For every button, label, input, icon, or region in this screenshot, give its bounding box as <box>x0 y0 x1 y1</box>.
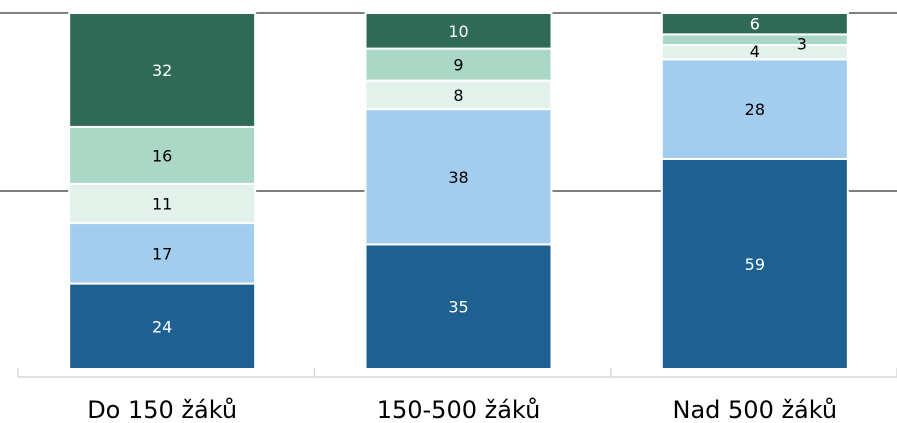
data-label: 35 <box>448 298 468 317</box>
bar-segment <box>68 182 257 225</box>
bar-segment <box>364 12 553 50</box>
x-tick-label: 150-500 žáků <box>377 396 541 423</box>
bar-segment <box>660 12 849 36</box>
data-label: 4 <box>750 42 760 61</box>
data-label: 17 <box>152 244 172 263</box>
bar-segment <box>364 47 553 82</box>
data-label: 3 <box>797 34 807 53</box>
bars <box>68 12 849 370</box>
x-axis: Do 150 žáků 150-500 žáků Nad 500 žáků <box>17 368 897 423</box>
x-tick-label: Nad 500 žáků <box>673 396 838 423</box>
data-label: 59 <box>745 255 765 274</box>
x-tick-label: Do 150 žáků <box>87 396 237 423</box>
data-label: 32 <box>152 61 172 80</box>
data-label: 38 <box>448 168 468 187</box>
data-label: 8 <box>453 86 463 105</box>
data-label: 10 <box>448 22 468 41</box>
data-label: 9 <box>453 56 463 75</box>
bar-segment <box>364 108 553 246</box>
data-label: 11 <box>152 194 172 213</box>
data-label: 24 <box>152 317 172 336</box>
bar-segment <box>364 243 553 370</box>
data-labels: 24 17 11 16 32 35 38 8 9 10 59 28 4 3 6 <box>152 15 807 337</box>
data-label: 16 <box>152 146 172 165</box>
data-label: 28 <box>745 100 765 119</box>
bar-segment <box>364 79 553 111</box>
bar-segment <box>68 282 257 370</box>
data-label: 6 <box>750 15 760 34</box>
bar-segment <box>660 157 849 370</box>
bar-segment <box>660 58 849 160</box>
bar-segment <box>68 125 257 185</box>
bar-segment <box>68 12 257 128</box>
